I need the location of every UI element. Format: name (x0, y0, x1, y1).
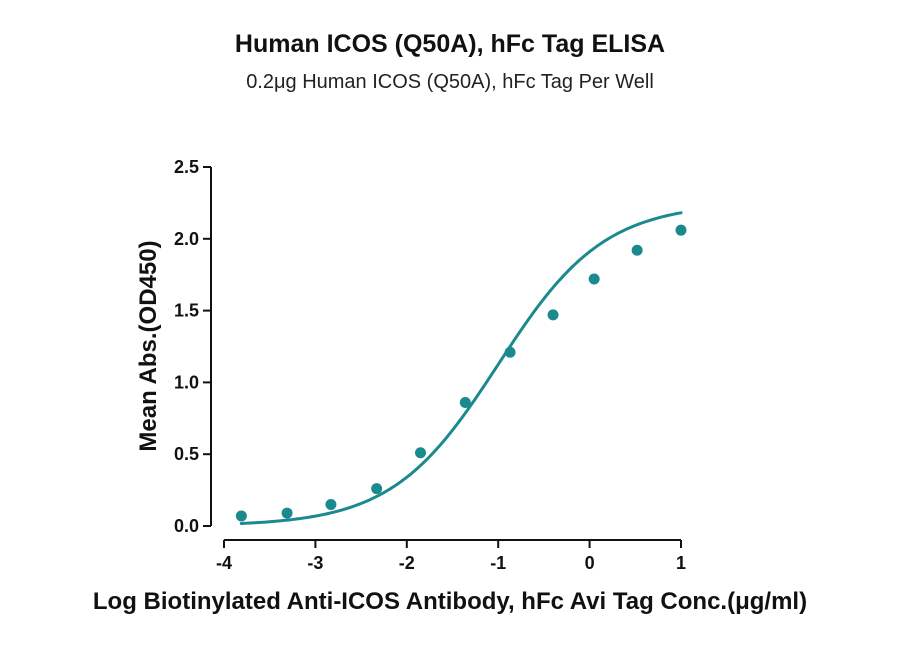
data-point (235, 510, 247, 522)
data-point (675, 224, 687, 236)
data-point (415, 447, 427, 459)
data-point (504, 346, 516, 358)
data-points-layer (235, 224, 687, 522)
data-point (631, 244, 643, 256)
data-point (459, 397, 471, 409)
y-tick-label: 2.5 (174, 157, 199, 177)
x-tick-label: -2 (399, 553, 415, 573)
y-tick-label: 0.5 (174, 444, 199, 464)
data-point (325, 498, 337, 510)
chart-title: Human ICOS (Q50A), hFc Tag ELISA (234, 30, 666, 58)
fit-curve-line (239, 211, 683, 525)
data-point (371, 483, 383, 495)
y-tick-label: 2.0 (174, 229, 199, 249)
y-axis-label: Mean Abs.(OD450) (135, 240, 162, 452)
x-tick-label: -1 (490, 553, 506, 573)
axes: 0.0 0.5 1.0 1.5 2.0 2.5 -4 -3 -2 -1 0 1 (174, 157, 686, 573)
data-point (281, 507, 293, 519)
y-tick-label: 1.0 (174, 372, 199, 392)
data-point (547, 309, 559, 321)
x-tick-label: 0 (585, 553, 595, 573)
x-tick-label: -3 (307, 553, 323, 573)
fit-curve-layer (239, 211, 683, 525)
y-tick-label: 1.5 (174, 301, 199, 321)
chart-subtitle: 0.2μg Human ICOS (Q50A), hFc Tag Per Wel… (246, 71, 654, 93)
x-tick-label: -4 (216, 553, 232, 573)
y-tick-label: 0.0 (174, 516, 199, 536)
x-axis-label: Log Biotinylated Anti-ICOS Antibody, hFc… (92, 588, 808, 615)
data-point (588, 273, 600, 285)
x-tick-label: 1 (676, 553, 686, 573)
